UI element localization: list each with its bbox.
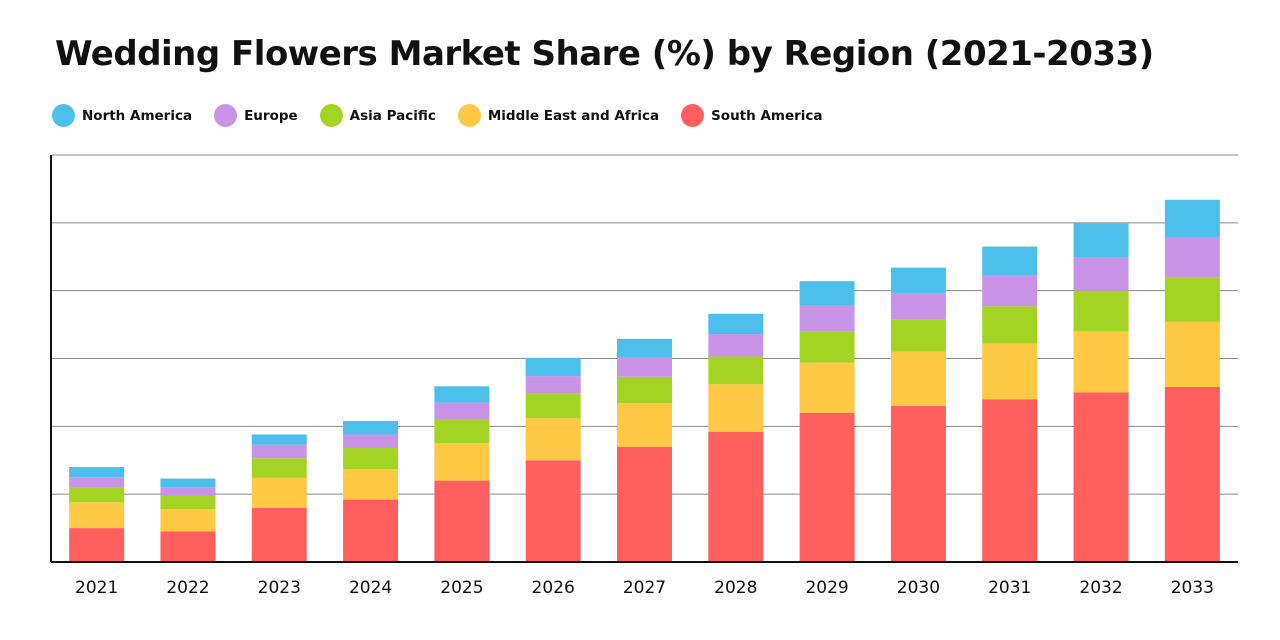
bar-segment-middle-east-and-africa-2031 [982,343,1038,400]
bar-segment-south-america-2021 [69,528,125,562]
bar-segment-europe-2024 [343,434,399,449]
bar-segment-south-america-2024 [343,499,399,562]
bar-segment-asia-pacific-2028 [708,356,764,385]
bar-segment-middle-east-and-africa-2032 [1073,331,1129,393]
bar-segment-middle-east-and-africa-2023 [251,477,307,508]
bar-segment-south-america-2025 [434,480,490,562]
x-tick-label: 2031 [988,578,1031,598]
bar-segment-north-america-2027 [617,338,672,358]
bar-segment-europe-2025 [434,402,490,420]
bar-segment-south-america-2028 [708,431,764,562]
bar-segment-europe-2029 [799,305,855,332]
bar-segment-south-america-2022 [160,531,216,562]
bar-segment-south-america-2026 [525,460,581,562]
bar-segment-south-america-2032 [1073,392,1129,562]
bar-segment-asia-pacific-2031 [982,306,1038,344]
x-tick-label: 2030 [897,578,940,598]
legend-swatch-europe [214,104,238,127]
bar-segment-asia-pacific-2025 [434,419,490,444]
legend-swatch-middle-east-africa [457,104,481,127]
bar-segment-north-america-2029 [799,281,855,306]
bar-segment-south-america-2031 [982,399,1038,562]
chart-legend: North America Europe Asia Pacific Middle… [52,104,823,127]
bar-segment-middle-east-and-africa-2030 [890,351,946,406]
chart-title: Wedding Flowers Market Share (%) by Regi… [55,34,1154,74]
x-tick-label: 2022 [166,578,209,598]
x-tick-label: 2033 [1171,578,1214,598]
x-tick-label: 2028 [714,578,757,598]
bar-segment-middle-east-and-africa-2028 [708,384,764,432]
bar-segment-north-america-2033 [1164,199,1220,238]
legend-label-south-america: South America [711,107,823,124]
legend-label-middle-east-africa: Middle East and Africa [487,107,660,124]
bar-segment-middle-east-and-africa-2022 [160,509,216,532]
x-tick-label: 2032 [1079,578,1122,598]
bar-segment-europe-2027 [617,357,672,377]
bar-segment-asia-pacific-2029 [799,331,855,363]
bar-segment-asia-pacific-2023 [251,458,307,478]
bar-segment-europe-2028 [708,334,764,357]
bar-segment-middle-east-and-africa-2021 [69,502,125,529]
bar-segment-middle-east-and-africa-2029 [799,362,855,413]
bar-segment-asia-pacific-2030 [890,319,946,352]
legend-label-asia-pacific: Asia Pacific [349,107,436,124]
bar-segment-europe-2032 [1073,257,1129,291]
bar-segment-north-america-2032 [1073,223,1129,258]
bar-segment-asia-pacific-2022 [160,495,216,510]
bar-segment-europe-2023 [251,444,307,459]
bar-segment-asia-pacific-2026 [525,393,581,419]
legend-item-middle-east-africa: Middle East and Africa [457,104,660,127]
legend-item-asia-pacific: Asia Pacific [319,104,436,127]
bar-segment-europe-2030 [890,293,946,320]
bar-segment-europe-2021 [69,477,125,488]
bar-segment-asia-pacific-2027 [617,376,672,404]
bar-segment-asia-pacific-2021 [69,487,125,503]
bar-segment-south-america-2027 [617,446,672,562]
legend-swatch-south-america [681,104,705,127]
bar-segment-middle-east-and-africa-2027 [617,403,672,447]
bar-segment-north-america-2031 [982,246,1038,276]
legend-label-north-america: North America [82,107,193,124]
bar-segment-south-america-2030 [890,405,946,562]
legend-label-europe: Europe [244,107,298,124]
x-tick-label: 2026 [532,578,575,598]
bar-segment-europe-2031 [982,275,1038,307]
bar-segment-north-america-2021 [69,467,125,478]
bar-segment-middle-east-and-africa-2026 [525,418,581,461]
bar-segment-europe-2022 [160,487,216,496]
bar-segment-south-america-2033 [1164,386,1220,562]
bar-segment-asia-pacific-2024 [343,448,399,470]
bar-segment-north-america-2028 [708,313,764,335]
legend-swatch-asia-pacific [319,104,343,127]
x-tick-label: 2025 [440,578,483,598]
bar-segment-north-america-2025 [434,386,490,403]
bar-segment-north-america-2026 [525,357,581,377]
bar-segment-north-america-2023 [251,434,307,445]
x-tick-label: 2021 [75,578,118,598]
bar-segment-middle-east-and-africa-2033 [1164,321,1220,387]
legend-swatch-north-america [52,104,75,127]
bar-segment-europe-2033 [1164,237,1220,278]
bar-segment-north-america-2022 [160,478,216,488]
x-tick-label: 2029 [805,578,848,598]
legend-item-europe: Europe [214,104,298,127]
x-tick-label: 2027 [623,578,666,598]
bar-segment-north-america-2030 [890,267,946,294]
legend-item-north-america: North America [52,104,192,127]
bar-segment-asia-pacific-2033 [1164,277,1220,322]
bar-segment-middle-east-and-africa-2024 [343,469,399,500]
bar-segment-europe-2026 [525,376,581,394]
x-tick-label: 2023 [258,578,301,598]
legend-item-south-america: South America [681,104,823,127]
bar-segment-middle-east-and-africa-2025 [434,443,490,481]
x-tick-label: 2024 [349,578,392,598]
bar-segment-south-america-2023 [251,507,307,562]
bar-segment-north-america-2024 [343,420,399,435]
bar-segment-asia-pacific-2032 [1073,290,1129,332]
bar-segment-south-america-2029 [799,412,855,562]
